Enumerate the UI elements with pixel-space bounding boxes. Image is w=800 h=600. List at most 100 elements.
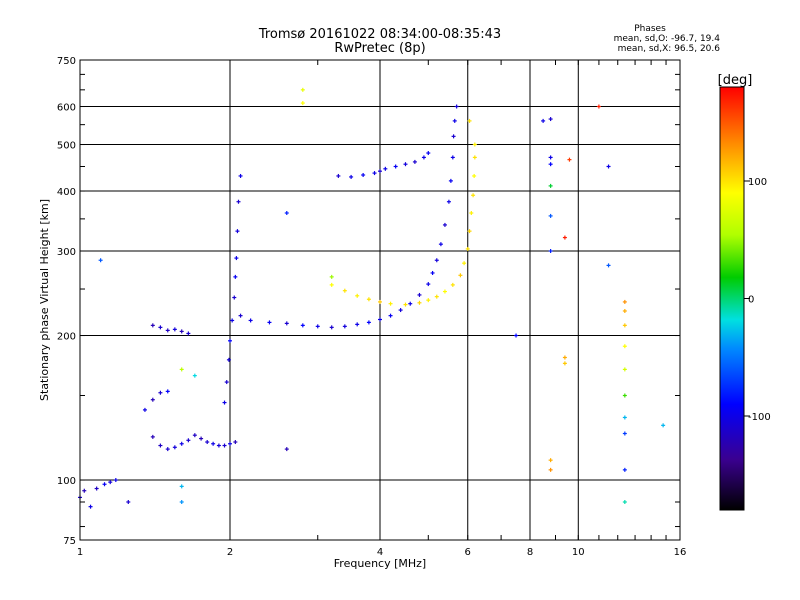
- data-point: [622, 367, 627, 372]
- data-point: [234, 256, 239, 261]
- data-point: [300, 323, 305, 328]
- stats-o-mode: mean, sd,O: -96.7, 19.4: [613, 34, 720, 44]
- data-point: [238, 173, 243, 178]
- data-point: [548, 155, 553, 160]
- data-point: [126, 499, 131, 504]
- data-point: [421, 155, 426, 160]
- data-point: [548, 249, 553, 254]
- data-point: [222, 443, 227, 448]
- data-point: [205, 440, 210, 445]
- data-point: [622, 415, 627, 420]
- data-point: [158, 390, 163, 395]
- data-point: [403, 302, 408, 307]
- data-point: [393, 164, 398, 169]
- data-point: [232, 295, 237, 300]
- data-point: [434, 258, 439, 263]
- data-point: [622, 499, 627, 504]
- data-point: [300, 101, 305, 106]
- data-point: [98, 258, 103, 263]
- y-axis-label: Stationary phase Virtual Height [km]: [38, 199, 51, 401]
- y-tick-label: 500: [57, 141, 76, 152]
- y-tick-label: 400: [57, 187, 76, 198]
- data-point: [355, 322, 360, 327]
- data-point: [88, 504, 93, 509]
- data-point: [378, 169, 382, 174]
- data-point: [366, 297, 371, 302]
- data-point: [446, 199, 451, 204]
- x-tick-label: 10: [572, 547, 585, 558]
- data-point: [450, 282, 455, 287]
- x-axis-label: Frequency [MHz]: [334, 557, 426, 570]
- data-point: [315, 324, 320, 329]
- data-point: [622, 299, 627, 304]
- data-point: [211, 441, 216, 446]
- data-point: [192, 433, 197, 438]
- data-point: [150, 397, 155, 402]
- data-point: [192, 373, 197, 378]
- data-point: [383, 166, 388, 171]
- data-point: [417, 292, 422, 297]
- data-point: [235, 229, 240, 234]
- data-point: [179, 499, 184, 504]
- data-point: [548, 213, 553, 218]
- data-point: [548, 162, 553, 167]
- x-tick-label: 1: [77, 547, 83, 558]
- colorbar: [deg] 100 0 -100: [718, 73, 771, 511]
- data-point: [548, 467, 553, 472]
- chart-title: Tromsø 20161022 08:34:00-08:35:43: [258, 27, 502, 42]
- data-point: [226, 357, 231, 362]
- colorbar-label: [deg]: [718, 73, 753, 88]
- data-point: [622, 431, 627, 436]
- data-point: [403, 162, 408, 167]
- data-point: [82, 488, 87, 493]
- data-point: [514, 333, 519, 338]
- data-point: [199, 436, 204, 441]
- y-tick-label: 600: [57, 103, 76, 114]
- data-point: [472, 173, 477, 178]
- data-point: [606, 164, 611, 169]
- data-point: [179, 484, 184, 489]
- grid-lines: [80, 60, 680, 540]
- x-tick-label: 8: [527, 547, 533, 558]
- data-point: [622, 393, 627, 398]
- data-point: [329, 274, 334, 279]
- data-point: [426, 282, 431, 287]
- data-point: [548, 183, 553, 188]
- data-point: [113, 478, 118, 483]
- data-point: [438, 242, 443, 247]
- data-point: [300, 87, 305, 92]
- data-point: [661, 423, 666, 428]
- y-tick-label: 100: [57, 476, 76, 487]
- data-point: [165, 389, 170, 394]
- data-point: [562, 361, 567, 366]
- axis-ticks: 1 2 4 6 8 10 16 75 100 200 300 400 500 600 750: [57, 56, 686, 558]
- data-point: [622, 323, 627, 328]
- colorbar-tick-label: -100: [748, 412, 771, 423]
- data-point: [172, 327, 177, 332]
- data-point: [467, 118, 472, 123]
- data-point: [361, 172, 366, 177]
- data-point: [412, 159, 417, 164]
- data-point: [158, 325, 163, 330]
- data-point: [562, 355, 567, 360]
- data-point: [469, 211, 474, 216]
- data-point: [448, 178, 453, 183]
- data-point: [342, 288, 347, 293]
- data-point: [329, 325, 334, 330]
- data-point: [108, 480, 113, 485]
- data-point: [186, 438, 191, 443]
- data-point: [562, 235, 567, 240]
- data-point: [450, 155, 455, 160]
- data-point: [378, 317, 382, 322]
- data-point: [596, 104, 601, 109]
- data-point: [142, 407, 147, 412]
- data-point: [179, 441, 184, 446]
- y-tick-label: 75: [63, 536, 76, 547]
- colorbar-tick-label: 0: [748, 295, 754, 306]
- chart-subtitle: RwPretec (8p): [334, 41, 426, 56]
- y-tick-label: 750: [57, 56, 76, 67]
- data-point: [336, 173, 341, 178]
- y-tick-label: 200: [57, 332, 76, 343]
- data-points: [78, 87, 666, 509]
